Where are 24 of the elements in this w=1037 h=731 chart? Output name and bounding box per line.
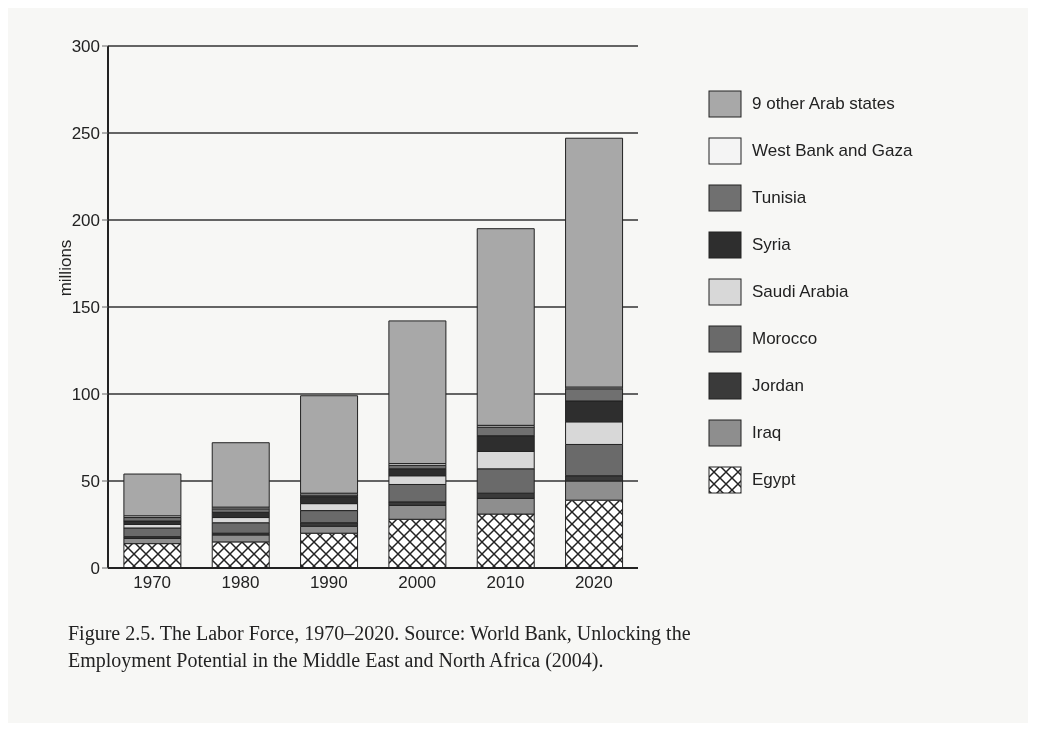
y-tick-label: 250 [71,124,100,144]
legend-label: Saudi Arabia [752,281,849,302]
y-tick-label: 50 [81,472,100,492]
y-tick-label: 200 [71,211,100,231]
x-tick-label: 1990 [309,573,348,593]
caption: Figure 2.5. The Labor Force, 1970–2020. Source: World Bank, Unlocking the Employment Potential in the Middle East and North Africa (2004). [68,621,692,674]
legend-label: Iraq [752,422,782,443]
x-tick-label: 2000 [398,573,437,593]
y-tick-label: 300 [71,37,100,57]
y-tick-label: 150 [71,298,100,318]
x-tick-label: 2010 [486,573,525,593]
y-axis-title: millions [56,239,77,297]
y-tick-label: 0 [90,559,100,579]
legend-label: Syria [752,234,791,255]
x-tick-label: 1980 [221,573,260,593]
legend-label: West Bank and Gaza [752,140,913,161]
legend-label: Tunisia [752,187,807,208]
x-tick-label: 1970 [133,573,172,593]
legend-label: Egypt [752,469,796,490]
legend-label: Morocco [752,328,818,349]
legend-label: 9 other Arab states [752,93,895,114]
x-tick-label: 2020 [574,573,613,593]
legend-label: Jordan [752,375,804,396]
y-tick-label: 100 [71,385,100,405]
